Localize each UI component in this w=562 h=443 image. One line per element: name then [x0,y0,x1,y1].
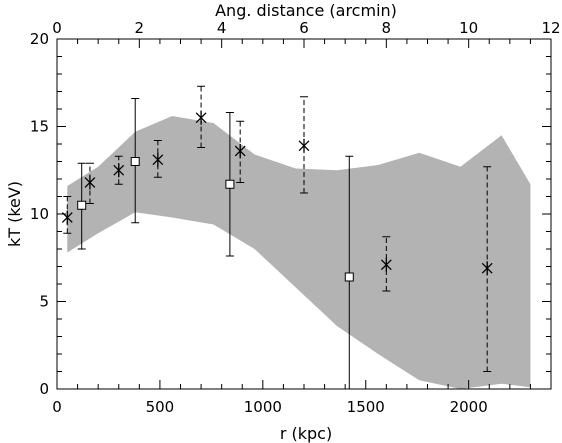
square-marker [77,200,87,210]
x-tick-label: 500 [146,398,175,416]
square-marker [130,157,140,166]
asterisk-marker [195,110,207,125]
square-marker [344,272,354,282]
y-tick-label: 20 [30,30,49,48]
y-axis-title: kT (keV) [5,181,24,247]
top-tick-label: 10 [459,19,478,37]
x-tick-label: 1000 [244,398,282,416]
top-tick-label: 6 [299,19,309,37]
y-tick-label: 5 [39,293,49,311]
x-axis-title: r (kpc) [280,424,332,443]
y-tick-label: 10 [30,205,49,223]
square-marker [225,179,235,189]
top-tick-label: 8 [382,19,392,37]
x-tick-label: 1500 [347,398,385,416]
tick-layer [56,38,552,390]
asterisk-marker [380,257,392,272]
y-tick-label: 15 [30,118,49,136]
top-tick-label: 4 [217,19,227,37]
y-tick-label: 0 [39,380,49,398]
marker-layer [61,110,493,282]
top-axis-title: Ang. distance (arcmin) [215,1,397,20]
confidence-band-layer [67,116,531,389]
confidence-band [67,116,531,389]
asterisk-marker [113,163,125,178]
top-tick-label: 2 [135,19,145,37]
top-tick-label: 12 [541,19,560,37]
x-tick-label: 2000 [450,398,488,416]
asterisk-marker [298,138,310,153]
asterisk-marker [152,152,164,167]
top-tick-label: 0 [52,19,62,37]
asterisk-marker [84,175,96,190]
asterisk-marker [481,261,493,276]
x-tick-label: 0 [52,398,62,416]
asterisk-marker [234,144,246,158]
